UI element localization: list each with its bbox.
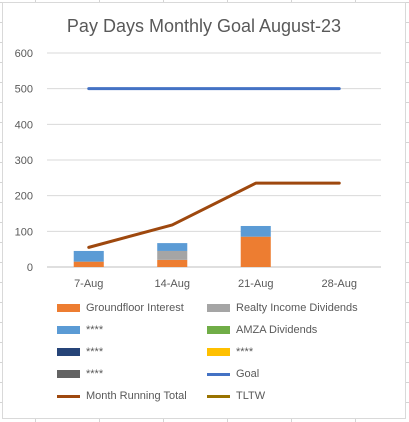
legend-label: TLTW xyxy=(236,390,266,402)
legend-label: **** xyxy=(86,368,104,380)
legend-swatch xyxy=(57,370,80,378)
y-tick-label: 100 xyxy=(15,226,33,238)
legend-swatch xyxy=(207,372,230,376)
line-series xyxy=(87,181,341,249)
bar-segment xyxy=(73,261,104,267)
chart-area[interactable]: Pay Days Monthly Goal August-23 0 100 200 3… xyxy=(2,2,406,419)
legend-label: Goal xyxy=(236,368,260,380)
legend-swatch xyxy=(207,304,230,312)
legend-item: Month Running Total xyxy=(57,389,207,403)
legend-label: Groundfloor Interest xyxy=(86,302,184,314)
bar-segment xyxy=(73,250,104,262)
legend-item: Goal xyxy=(207,367,377,381)
y-tick-label: 400 xyxy=(15,119,33,131)
legend-label: **** xyxy=(86,346,104,358)
legend-item: Groundfloor Interest xyxy=(57,301,207,315)
x-tick-label: 28-Aug xyxy=(322,278,357,290)
legend: Groundfloor Interest Realty Income Divide… xyxy=(57,301,387,403)
legend-item: Realty Income Dividends xyxy=(207,301,377,315)
plot-area: 0 100 200 300 400 500 600 7-Aug 14-Aug 21-Aug 28-A… xyxy=(15,48,381,290)
legend-label: Realty Income Dividends xyxy=(236,302,358,314)
legend-item: **** xyxy=(57,323,207,337)
y-tick-label: 0 xyxy=(27,262,33,274)
legend-item: **** xyxy=(207,345,377,359)
legend-label: AMZA Dividends xyxy=(236,324,318,336)
bar-segment xyxy=(157,250,188,260)
y-tick-label: 600 xyxy=(15,48,33,60)
y-tick-label: 500 xyxy=(15,84,33,96)
legend-item: AMZA Dividends xyxy=(207,323,377,337)
legend-swatch xyxy=(57,348,80,356)
y-tick-label: 300 xyxy=(15,155,33,167)
legend-swatch xyxy=(207,394,230,398)
legend-swatch xyxy=(207,348,230,356)
legend-swatch xyxy=(57,394,80,398)
legend-item: **** xyxy=(57,367,207,381)
legend-label: **** xyxy=(236,346,254,358)
bar-segment xyxy=(240,225,271,237)
legend-swatch xyxy=(207,326,230,334)
legend-swatch xyxy=(57,326,80,334)
legend-label: Month Running Total xyxy=(86,390,187,402)
x-tick-label: 7-Aug xyxy=(74,278,103,290)
bar-segment xyxy=(157,243,188,251)
x-tick-label: 21-Aug xyxy=(238,278,273,290)
legend-item: TLTW xyxy=(207,389,377,403)
x-tick-label: 14-Aug xyxy=(155,278,190,290)
bar-segment xyxy=(240,236,271,267)
legend-item: **** xyxy=(57,345,207,359)
y-tick-label: 200 xyxy=(15,191,33,203)
bar-segment xyxy=(157,259,188,267)
legend-swatch xyxy=(57,304,80,312)
chart-title: Pay Days Monthly Goal August-23 xyxy=(66,16,342,36)
legend-label: **** xyxy=(86,324,104,336)
